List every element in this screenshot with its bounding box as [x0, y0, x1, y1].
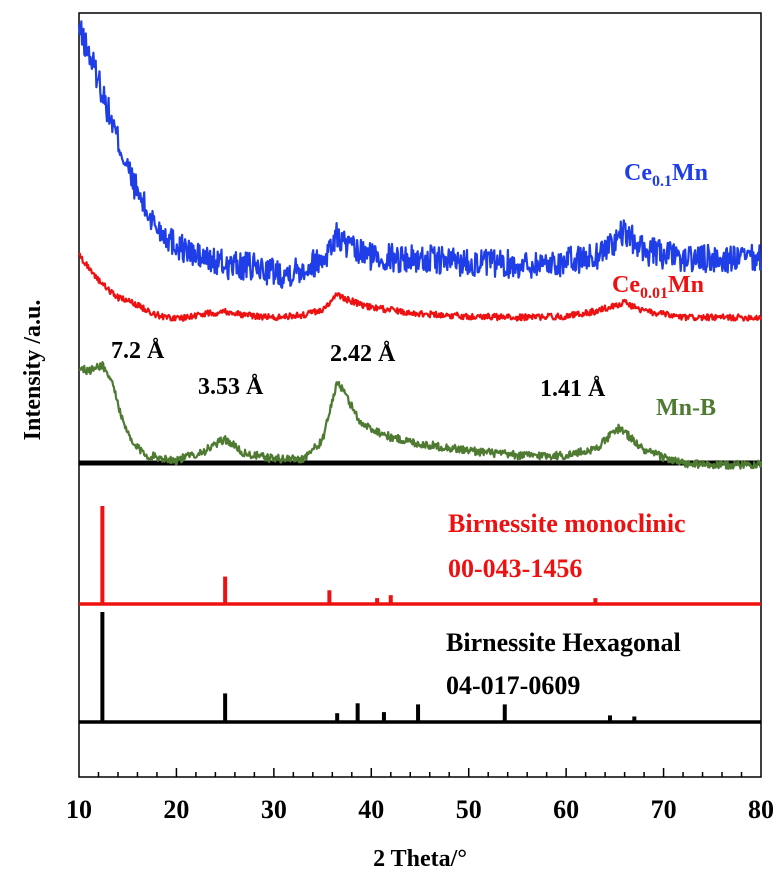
d-spacing-label: 3.53 Å [198, 374, 264, 400]
x-tick-label: 40 [358, 795, 384, 824]
x-axis-title: 2 Theta/° [373, 846, 467, 872]
trace-1 [77, 20, 762, 289]
x-tick-label: 70 [651, 795, 677, 824]
trace-label-2: Ce0.01Mn [612, 272, 704, 302]
y-axis-title: Intensity /a.u. [20, 300, 46, 441]
reference-code: 04-017-0609 [446, 671, 580, 700]
xrd-traces [77, 20, 763, 470]
trace-labels: Ce0.1Mn Ce0.01Mn Mn-B 7.2 Å 3.53 Å 2.42 Å 1.41… [111, 160, 716, 421]
x-tick-label: 30 [261, 795, 287, 824]
reference-pattern-2: Birnessite Hexagonal 04-017-0609 [79, 612, 761, 724]
x-axis: 10 20 30 40 50 60 70 80 [66, 768, 774, 824]
reference-patterns: Birnessite monoclinic00-043-1456Birnessi… [79, 506, 761, 724]
trace-2 [78, 252, 763, 322]
d-spacing-label: 2.42 Å [330, 341, 396, 367]
reference-code: 00-043-1456 [448, 554, 582, 583]
x-tick-label: 50 [456, 795, 482, 824]
plot-frame [78, 12, 762, 778]
x-tick-label: 10 [66, 795, 92, 824]
x-tick-label: 80 [748, 795, 774, 824]
trace-label-1: Ce0.1Mn [624, 160, 708, 190]
reference-name: Birnessite monoclinic [448, 509, 686, 538]
reference-pattern-1: Birnessite monoclinic 00-043-1456 [79, 506, 761, 606]
x-tick-label: 60 [553, 795, 579, 824]
trace-label-3: Mn-B [656, 395, 716, 421]
d-spacing-label: 1.41 Å [540, 376, 606, 402]
x-tick-label: 20 [163, 795, 189, 824]
trace-3 [78, 361, 763, 470]
reference-name: Birnessite Hexagonal [446, 628, 681, 657]
plot-border [78, 12, 762, 778]
d-spacing-label: 7.2 Å [111, 338, 165, 364]
